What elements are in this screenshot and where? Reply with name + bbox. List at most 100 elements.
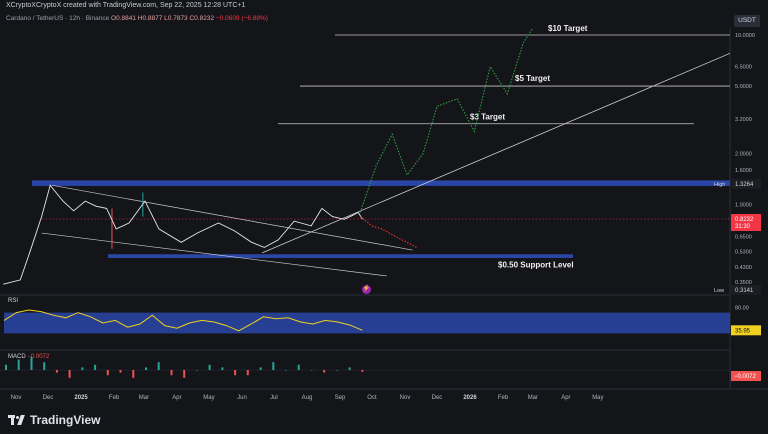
x-tick-label: 2025 (74, 395, 88, 401)
annotation-label: $0.50 Support Level (498, 261, 574, 270)
macd-hist-bar (310, 370, 313, 371)
macd-hist-bar (145, 367, 147, 370)
macd-hist-bar (234, 370, 237, 376)
macd-hist-bar (30, 357, 33, 370)
macd-hist-bar (323, 370, 326, 373)
support-zone (108, 254, 573, 258)
resistance-zone (32, 180, 730, 186)
chart-credit: XCryptoXCryptoX created with TradingView… (6, 2, 246, 9)
last-price-box (731, 214, 761, 231)
price-line (3, 184, 363, 285)
y-tick-label: 6.5000 (735, 65, 752, 71)
macd-hist-bar (259, 367, 262, 370)
price-label-box (731, 178, 761, 189)
x-tick-label: Jun (237, 395, 247, 401)
last-price-value: 0.8232 (735, 217, 754, 223)
macd-hist-bar (132, 370, 135, 378)
y-tick-label: 0.3500 (735, 280, 752, 286)
rsi-label: RSI (8, 298, 19, 304)
macd-legend[interactable]: MACD −0.0072 (8, 354, 49, 360)
long-trend-line (262, 52, 731, 254)
y-tick-label: 0.5300 (735, 249, 752, 255)
macd-hist-bar (272, 362, 275, 370)
y-tick-label: 1.0000 (735, 203, 752, 209)
event-marker-icon[interactable]: ⚡ (362, 285, 371, 294)
ohlc-close: C0.8232 (189, 15, 215, 22)
x-tick-label: Nov (400, 395, 411, 401)
rsi-line (3, 309, 363, 332)
price-label-value: 0.3141 (735, 288, 754, 294)
macd-label: MACD (8, 354, 26, 360)
symbol-line: Cardano / TetherUS · 12h · Binance O0.88… (6, 15, 268, 22)
x-tick-label: Mar (139, 395, 149, 401)
x-tick-label: Dec (43, 395, 54, 401)
rsi-band (4, 312, 730, 334)
x-tick-label: Feb (498, 395, 509, 401)
macd-hist-bar (335, 370, 338, 371)
x-tick-label: Oct (367, 395, 377, 401)
x-tick-label: Sep (335, 395, 346, 401)
price-label-tag: High (714, 182, 725, 188)
y-tick-label: 2.0000 (735, 152, 752, 158)
x-tick-label: 2026 (463, 395, 477, 401)
macd-hist-bar (183, 370, 186, 378)
x-tick-label: Aug (302, 395, 313, 401)
annotation-label: $10 Target (548, 24, 588, 33)
macd-hist-bar (297, 364, 300, 370)
price-label-box (731, 284, 761, 295)
bearish-projection-path (359, 216, 417, 248)
price-label-tag: Low (714, 288, 724, 294)
y-tick-label: 10.0000 (735, 33, 755, 39)
macd-hist-bar (208, 364, 211, 370)
macd-hist-bar (170, 370, 173, 376)
macd-hist-bar (17, 359, 20, 370)
price-label-value: 1.3264 (735, 182, 754, 188)
x-tick-label: May (592, 395, 603, 401)
rsi-legend[interactable]: RSI (8, 298, 18, 304)
x-tick-label: Nov (11, 395, 22, 401)
currency-badge[interactable]: USDT (734, 15, 760, 27)
x-tick-label: Dec (432, 395, 443, 401)
macd-hist-bar (5, 364, 7, 370)
macd-hist-bar (221, 367, 224, 370)
bullish-projection-path (359, 27, 534, 213)
bar-countdown: 31:30 (735, 224, 751, 230)
macd-hist-bar (348, 367, 351, 370)
x-tick-label: Feb (109, 395, 120, 401)
x-tick-label: Jul (270, 395, 278, 401)
symbol-name[interactable]: Cardano / TetherUS · 12h · Binance (6, 15, 110, 22)
macd-axis-label: −0.0072 (734, 374, 757, 380)
channel-upper-line (52, 184, 413, 251)
ohlc-high: H0.8877 (137, 15, 163, 22)
ohlc-low: L0.7873 (164, 15, 188, 22)
annotation-label: $5 Target (515, 74, 550, 83)
channel-lower-line (41, 232, 387, 277)
macd-hist-bar (195, 370, 198, 371)
rsi-value-label: 35.95 (735, 328, 751, 334)
x-tick-label: Apr (172, 395, 181, 401)
macd-hist-bar (94, 364, 97, 370)
macd-hist-bar (119, 370, 122, 373)
macd-value-box (731, 371, 761, 381)
y-tick-label: 1.6000 (735, 168, 752, 174)
y-tick-label: 0.6500 (735, 234, 752, 240)
y-tick-label: 5.0000 (735, 84, 752, 90)
ohlc-change: −0.0609 (−6.88%) (215, 15, 268, 22)
macd-hist-bar (246, 370, 249, 376)
macd-hist-bar (55, 370, 58, 373)
macd-hist-bar (106, 370, 109, 376)
y-tick-label: 0.4300 (735, 265, 752, 271)
macd-hist-bar (285, 370, 287, 371)
macd-hist-bar (81, 367, 84, 370)
rsi-value-box (731, 325, 761, 336)
tradingview-logo[interactable]: TradingView (8, 413, 100, 427)
macd-hist-bar (43, 362, 46, 370)
rsi-tick-label: 80.00 (735, 305, 749, 311)
macd-hist-bar (361, 370, 364, 372)
ohlc-open: O0.8841 (111, 15, 136, 22)
x-tick-label: May (203, 395, 214, 401)
x-tick-label: Mar (528, 395, 538, 401)
annotation-label: $3 Target (470, 113, 505, 122)
